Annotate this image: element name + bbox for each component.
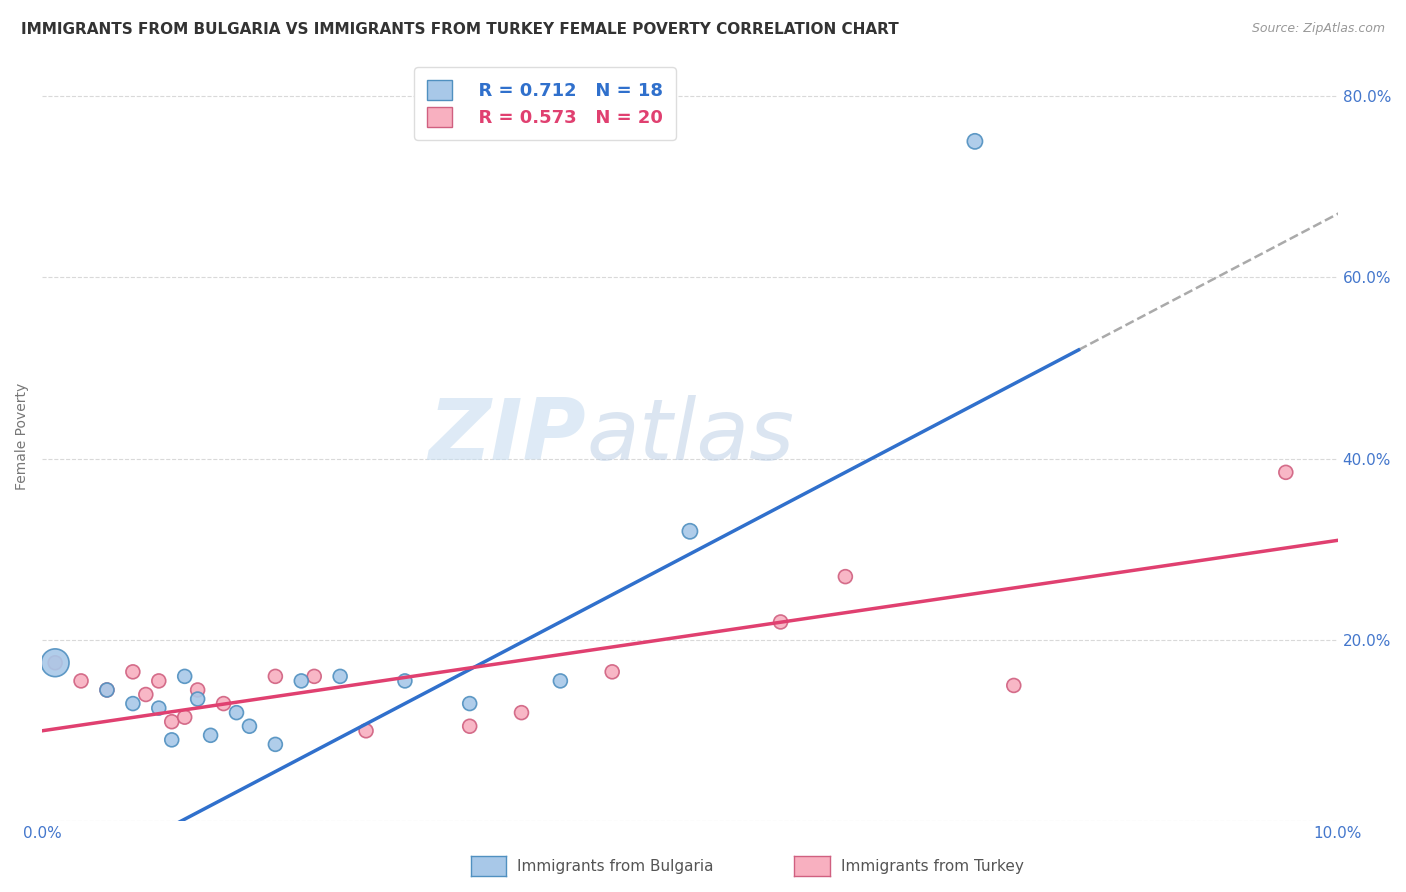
Point [187,683,209,698]
Point [600,665,623,679]
Point [225,706,247,720]
Point [238,719,260,733]
Point [122,665,145,679]
Point [290,673,312,688]
Point [302,669,325,683]
Text: atlas: atlas [586,394,794,477]
Text: IMMIGRANTS FROM BULGARIA VS IMMIGRANTS FROM TURKEY FEMALE POVERTY CORRELATION CH: IMMIGRANTS FROM BULGARIA VS IMMIGRANTS F… [21,22,898,37]
Point [160,714,183,729]
Point [173,710,195,724]
Point [122,697,145,711]
Point [135,688,157,702]
Point [96,683,118,698]
Text: ZIP: ZIP [429,394,586,477]
Point [458,697,481,711]
Point [394,673,416,688]
Point [679,524,702,539]
Point [354,723,377,738]
Point [329,669,352,683]
Point [550,673,572,688]
Point [173,669,195,683]
Point [963,134,986,148]
Point [458,719,481,733]
Point [212,697,235,711]
Point [160,732,183,747]
Point [264,738,287,752]
Point [187,692,209,706]
Point [148,701,170,715]
Text: Source: ZipAtlas.com: Source: ZipAtlas.com [1251,22,1385,36]
Legend:   R = 0.712   N = 18,   R = 0.573   N = 20: R = 0.712 N = 18, R = 0.573 N = 20 [413,68,676,140]
Point [1002,678,1025,692]
Point [44,656,66,670]
Point [96,683,118,698]
Y-axis label: Female Poverty: Female Poverty [15,383,30,490]
Point [834,569,856,583]
Text: Immigrants from Turkey: Immigrants from Turkey [841,859,1024,873]
Point [44,656,66,670]
Point [769,615,792,629]
Point [200,728,222,742]
Point [70,673,93,688]
Point [510,706,533,720]
Point [264,669,287,683]
Point [148,673,170,688]
Point [1275,466,1298,480]
Text: Immigrants from Bulgaria: Immigrants from Bulgaria [517,859,714,873]
